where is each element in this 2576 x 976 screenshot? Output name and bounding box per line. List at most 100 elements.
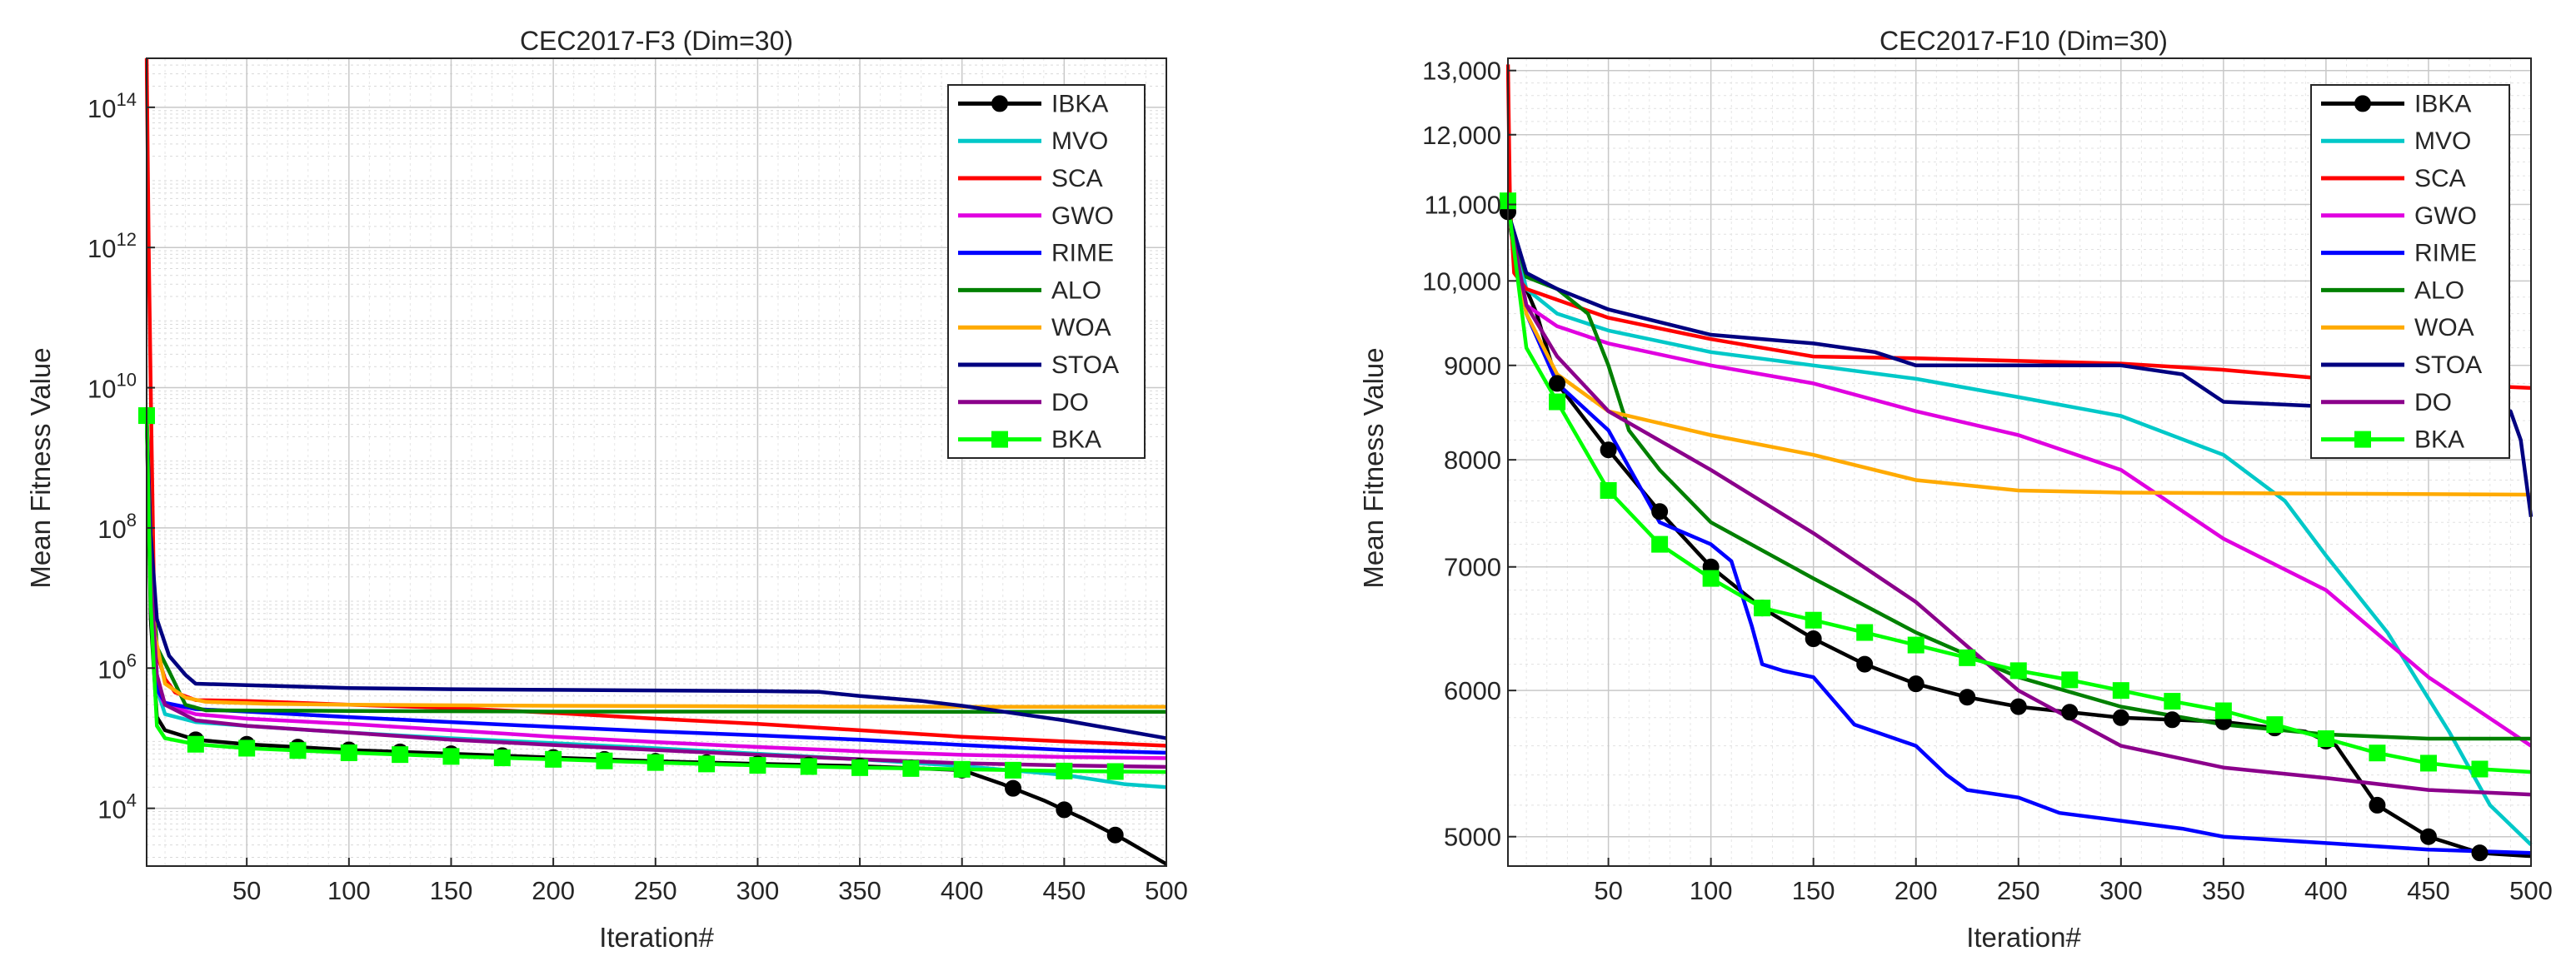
data-point-marker [2214, 702, 2232, 720]
data-point-marker [2354, 431, 2371, 448]
x-tick-label: 150 [430, 876, 473, 905]
legend-label-alo: ALO [2414, 276, 2464, 304]
legend-label-sca: SCA [1051, 165, 1103, 192]
legend-label-rime: RIME [1051, 240, 1114, 267]
series-line-alo [147, 416, 1166, 712]
legend-label-bka: BKA [2414, 426, 2464, 454]
series-line-ibka [147, 416, 1166, 864]
data-point-marker [1056, 801, 1073, 819]
y-tick-label: 1012 [87, 229, 137, 263]
legend-label-mvo: MVO [1051, 127, 1108, 155]
x-tick-label: 350 [2202, 876, 2245, 905]
data-point-marker [1754, 600, 1771, 617]
x-tick-label: 500 [1145, 876, 1188, 905]
data-point-marker [392, 746, 409, 764]
legend-box [2310, 84, 2510, 459]
data-point-marker [1005, 761, 1022, 779]
x-tick-label: 50 [232, 876, 261, 905]
x-tick-label: 500 [2509, 876, 2553, 905]
y-tick-label: 108 [97, 510, 137, 544]
x-tick-label: 400 [941, 876, 984, 905]
x-tick-label: 400 [2304, 876, 2348, 905]
series-line-woa [1508, 212, 2531, 495]
data-point-marker [1856, 655, 1874, 673]
data-point-marker [2354, 95, 2371, 112]
data-point-marker [646, 754, 664, 771]
plot-area-border [1507, 57, 2532, 867]
legend-label-ibka: IBKA [2414, 90, 2471, 117]
y-tick-label: 10,000 [1422, 266, 1501, 296]
y-tick-label: 5000 [1444, 823, 1501, 852]
y-tick-label: 1010 [87, 370, 137, 404]
data-point-marker [1005, 779, 1022, 797]
plot-area-border [146, 57, 1167, 867]
y-axis-label: Mean Fitness Value [25, 347, 56, 588]
y-tick-label: 1014 [87, 89, 137, 123]
data-point-marker [1805, 611, 1822, 629]
data-point-marker [2061, 671, 2079, 689]
data-point-marker [442, 748, 460, 765]
legend-label-woa: WOA [2414, 314, 2474, 341]
x-tick-label: 200 [1895, 876, 1938, 905]
legend-label-stoa: STOA [2414, 351, 2482, 379]
series-line-gwo [1508, 212, 2531, 745]
series-line-rime [147, 416, 1166, 753]
data-point-marker [2317, 730, 2334, 748]
series-group [147, 58, 1166, 864]
data-point-marker [2164, 711, 2181, 729]
x-axis-label: Iteration# [1966, 922, 2081, 953]
x-tick-label: 300 [736, 876, 780, 905]
data-point-marker [238, 739, 256, 757]
series-line-do [147, 416, 1166, 767]
data-point-marker [1907, 636, 1925, 654]
legend-label-woa: WOA [1051, 314, 1111, 341]
x-tick-label: 100 [327, 876, 371, 905]
data-point-marker [340, 744, 357, 761]
x-tick-label: 250 [1997, 876, 2040, 905]
data-point-marker [2009, 662, 2027, 680]
data-point-marker [545, 750, 562, 768]
data-point-marker [749, 757, 766, 774]
data-point-marker [1907, 675, 1925, 693]
series-line-bka [1508, 201, 2531, 772]
data-point-marker [2419, 828, 2437, 845]
series-line-rime [1508, 212, 2531, 853]
data-point-marker [991, 431, 1008, 448]
x-tick-label: 450 [2407, 876, 2450, 905]
data-point-marker [2112, 682, 2129, 700]
x-axis-label: Iteration# [599, 922, 714, 953]
data-point-marker [1856, 624, 1874, 641]
legend-label-do: DO [1051, 389, 1089, 416]
data-point-marker [2009, 698, 2027, 715]
chart-cec2017-f3: CEC2017-F3 (Dim=30) Iteration# Mean Fitn… [25, 26, 1188, 953]
legend-label-bka: BKA [1051, 426, 1101, 454]
legend-label-do: DO [2414, 389, 2452, 416]
data-point-marker [1702, 570, 1720, 587]
y-tick-label: 106 [97, 650, 137, 684]
series-line-mvo [1508, 212, 2531, 844]
legend-box [947, 84, 1146, 459]
data-point-marker [289, 742, 307, 759]
legend-label-sca: SCA [2414, 165, 2466, 192]
y-tick-label: 104 [97, 790, 137, 824]
series-markers-bka [1500, 192, 2489, 778]
series-markers-bka [138, 407, 1124, 780]
data-point-marker [2164, 693, 2181, 710]
legend-label-rime: RIME [2414, 240, 2477, 267]
y-tick-label: 6000 [1444, 676, 1501, 705]
data-point-marker [2471, 760, 2489, 778]
data-point-marker [2419, 754, 2437, 772]
series-line-stoa [147, 416, 1166, 738]
legend-label-ibka: IBKA [1051, 90, 1108, 117]
data-point-marker [187, 735, 204, 753]
x-tick-label: 450 [1042, 876, 1086, 905]
data-point-marker [493, 749, 511, 767]
data-point-marker [1600, 441, 1617, 459]
y-tick-label: 9000 [1444, 351, 1501, 381]
data-point-marker [1106, 826, 1124, 844]
data-point-marker [1651, 503, 1669, 520]
y-tick-label: 12,000 [1422, 121, 1501, 150]
y-tick-label: 13,000 [1422, 57, 1501, 86]
y-tick-label: 11,000 [1424, 191, 1501, 220]
